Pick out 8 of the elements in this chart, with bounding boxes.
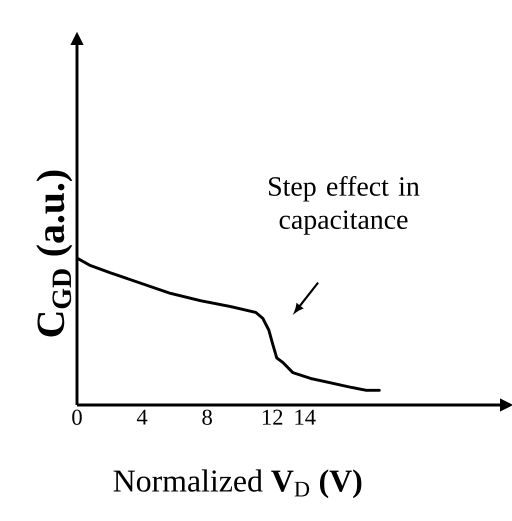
x-tick-label: 14 [295, 410, 316, 425]
x-tick-label: 12 [262, 410, 282, 425]
x-tick-label: 8 [202, 410, 212, 425]
x-tick-label: 4 [136, 410, 148, 425]
x-axis-title: Normalized V$_{D}$ (V) [114, 469, 362, 498]
text: Step effect in capacitance [269, 176, 420, 235]
y-axis-title: C$_{GD}$ (a.u.) [36, 170, 72, 336]
x-tick-label: 0 [72, 410, 82, 425]
